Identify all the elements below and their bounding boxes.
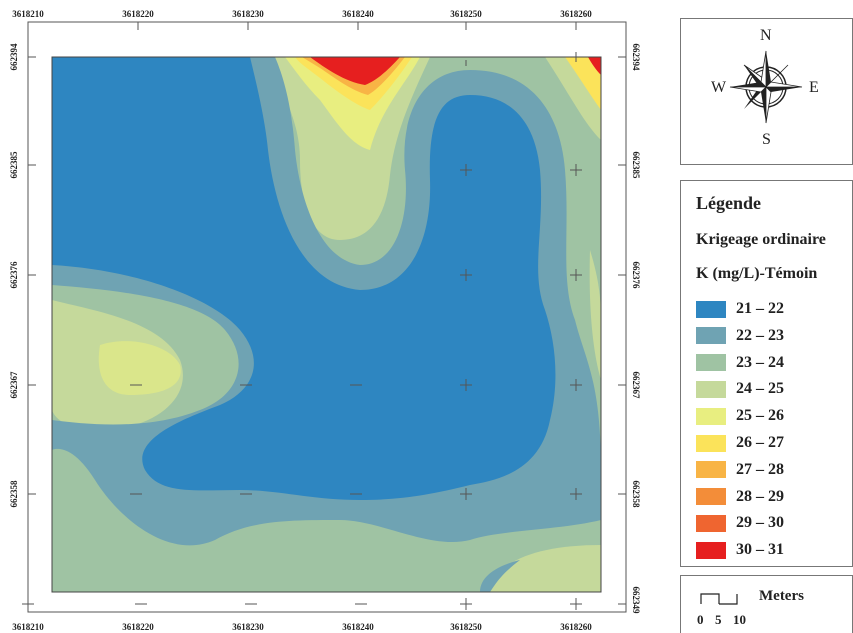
legend-swatch	[696, 408, 726, 425]
legend-item: 21 – 22	[696, 299, 784, 319]
compass-north-label: N	[760, 27, 772, 45]
legend-item: 30 – 31	[696, 540, 784, 560]
x-tick-top: 3618220	[122, 9, 154, 19]
scale-bar-icon	[699, 590, 757, 606]
y-tick-left: 662367	[9, 372, 19, 399]
y-tick-right: 662394	[631, 44, 641, 71]
x-tick-bottom: 3618230	[232, 622, 264, 632]
compass-west-label: W	[711, 79, 726, 97]
x-tick-bottom: 3618260	[560, 622, 592, 632]
legend-label: 30 – 31	[736, 541, 784, 559]
legend-label: 21 – 22	[736, 300, 784, 318]
legend-swatch	[696, 354, 726, 371]
y-tick-left: 662394	[9, 44, 19, 71]
x-tick-bottom: 3618250	[450, 622, 482, 632]
legend-item: 29 – 30	[696, 513, 784, 533]
legend-swatch	[696, 488, 726, 505]
north-arrow-panel: N S E W	[680, 18, 853, 165]
legend-label: 25 – 26	[736, 407, 784, 425]
legend-item: 22 – 23	[696, 326, 784, 346]
scale-tick-label: 10	[733, 612, 746, 628]
legend-item: 26 – 27	[696, 433, 784, 453]
legend-swatch	[696, 301, 726, 318]
legend-swatch	[696, 461, 726, 478]
scale-tick-label: 0	[697, 612, 704, 628]
scale-bar-panel: Meters 0 5 10	[680, 575, 853, 633]
legend-label: 22 – 23	[736, 327, 784, 345]
legend-item: 27 – 28	[696, 460, 784, 480]
y-tick-right: 662385	[631, 152, 641, 179]
y-tick-left: 662358	[9, 481, 19, 508]
y-tick-right: 662358	[631, 481, 641, 508]
legend-variable: K (mg/L)-Témoin	[696, 265, 817, 283]
y-tick-left: 662376	[9, 262, 19, 289]
legend-swatch	[696, 515, 726, 532]
y-tick-right: 662349	[631, 587, 641, 614]
y-tick-right: 662367	[631, 372, 641, 399]
scale-tick-label: 5	[715, 612, 722, 628]
x-tick-top: 3618240	[342, 9, 374, 19]
legend-swatch	[696, 542, 726, 559]
legend-swatch	[696, 327, 726, 344]
legend-item: 25 – 26	[696, 406, 784, 426]
legend-label: 26 – 27	[736, 434, 784, 452]
legend-swatch	[696, 381, 726, 398]
x-tick-top: 3618210	[12, 9, 44, 19]
compass-east-label: E	[809, 79, 819, 97]
x-tick-bottom: 3618240	[342, 622, 374, 632]
compass-south-label: S	[762, 131, 771, 149]
scale-unit-label: Meters	[759, 588, 804, 605]
legend-label: 29 – 30	[736, 514, 784, 532]
legend-item: 28 – 29	[696, 487, 784, 507]
kriging-surface	[52, 57, 601, 592]
x-tick-top: 3618250	[450, 9, 482, 19]
x-tick-bottom: 3618220	[122, 622, 154, 632]
legend-label: 28 – 29	[736, 488, 784, 506]
x-tick-top: 3618260	[560, 9, 592, 19]
compass-rose-icon	[726, 47, 806, 127]
legend-item: 24 – 25	[696, 379, 784, 399]
legend-title: Légende	[696, 193, 761, 214]
x-tick-top: 3618230	[232, 9, 264, 19]
y-tick-right: 662376	[631, 262, 641, 289]
legend-label: 27 – 28	[736, 461, 784, 479]
legend-label: 23 – 24	[736, 354, 784, 372]
legend-panel: Légende Krigeage ordinaire K (mg/L)-Témo…	[680, 180, 853, 567]
y-tick-left: 662385	[9, 152, 19, 179]
legend-swatch	[696, 435, 726, 452]
x-tick-bottom: 3618210	[12, 622, 44, 632]
legend-method: Krigeage ordinaire	[696, 231, 826, 249]
legend-item: 23 – 24	[696, 353, 784, 373]
legend-label: 24 – 25	[736, 380, 784, 398]
